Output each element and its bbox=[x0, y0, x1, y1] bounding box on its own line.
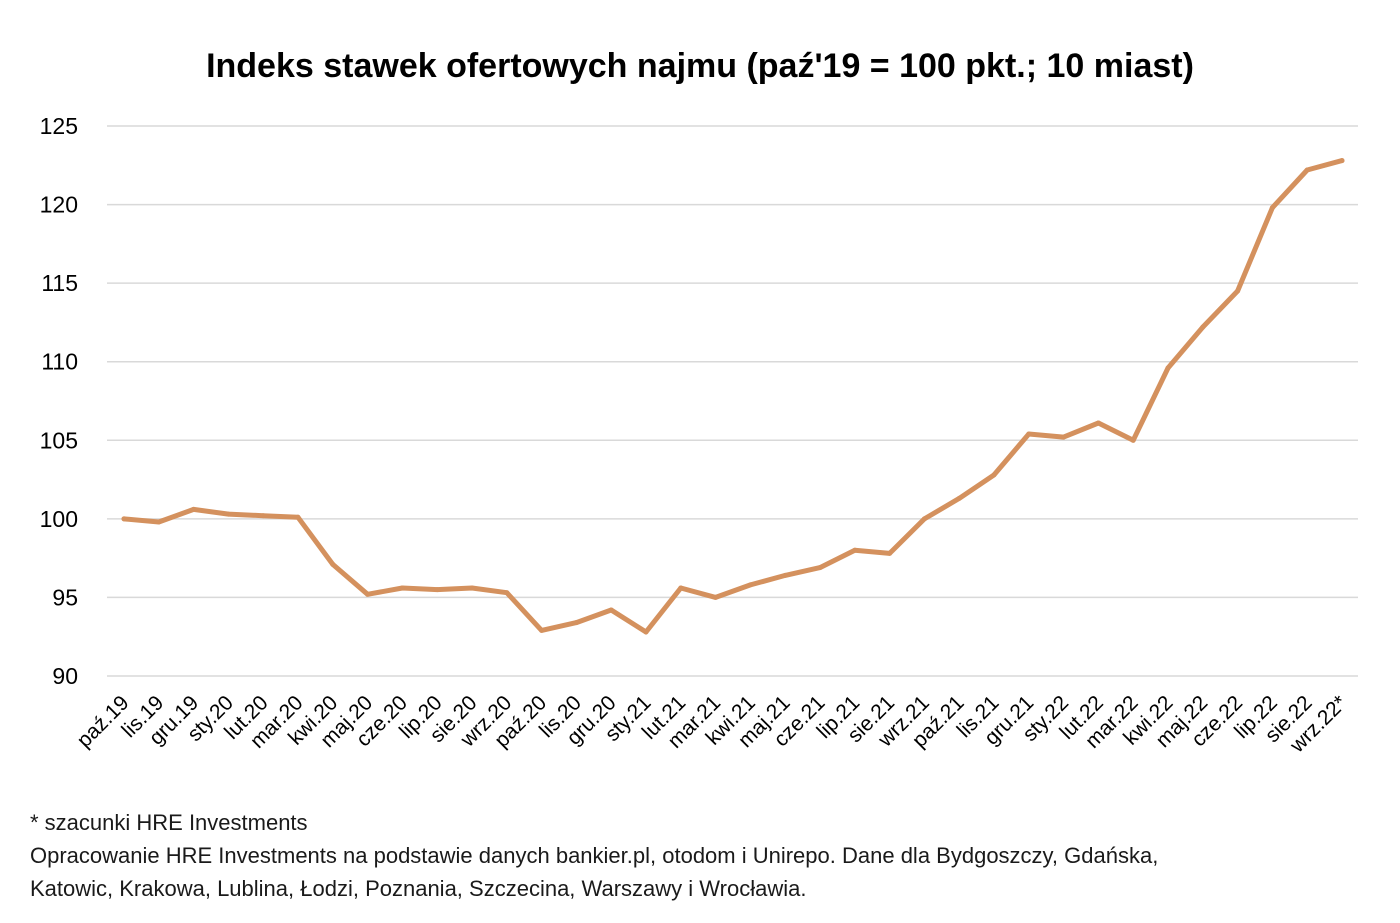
data-point bbox=[1095, 420, 1101, 426]
data-point bbox=[678, 585, 684, 591]
y-tick-label: 105 bbox=[40, 427, 78, 453]
x-axis-tick-labels: paź.19lis.19gru.19sty.20lut.20mar.20kwi.… bbox=[73, 691, 1352, 757]
y-tick-label: 115 bbox=[41, 270, 78, 296]
data-point bbox=[782, 572, 788, 578]
data-point bbox=[399, 585, 405, 591]
series-layer bbox=[121, 158, 1345, 635]
data-point bbox=[1304, 167, 1310, 173]
data-point bbox=[539, 627, 545, 633]
data-point bbox=[191, 506, 197, 512]
data-point bbox=[1339, 158, 1345, 164]
data-point bbox=[1235, 288, 1241, 294]
data-point bbox=[852, 547, 858, 553]
data-point bbox=[608, 607, 614, 613]
data-point bbox=[573, 620, 579, 626]
source-line-2: Katowic, Krakowa, Lublina, Łodzi, Poznan… bbox=[30, 876, 807, 901]
data-point bbox=[330, 561, 336, 567]
data-point bbox=[1200, 324, 1206, 330]
data-point bbox=[469, 585, 475, 591]
data-point bbox=[747, 582, 753, 588]
data-point bbox=[121, 516, 127, 522]
data-point bbox=[1061, 434, 1067, 440]
series-line-0 bbox=[121, 158, 1345, 635]
data-point bbox=[921, 516, 927, 522]
y-tick-label: 110 bbox=[41, 349, 78, 375]
y-tick-label: 100 bbox=[40, 506, 78, 532]
y-tick-label: 90 bbox=[52, 663, 78, 689]
chart-title: Indeks stawek ofertowych najmu (paź'19 =… bbox=[206, 47, 1194, 85]
data-point bbox=[260, 513, 266, 519]
y-tick-label: 95 bbox=[52, 584, 78, 610]
y-tick-label: 120 bbox=[40, 192, 78, 218]
data-point bbox=[713, 594, 719, 600]
line-chart: Indeks stawek ofertowych najmu (paź'19 =… bbox=[40, 47, 1358, 758]
chart-notes: * szacunki HRE Investments Opracowanie H… bbox=[30, 806, 1380, 905]
data-point bbox=[887, 550, 893, 556]
data-point bbox=[504, 590, 510, 596]
gridlines bbox=[107, 125, 1358, 677]
data-point bbox=[365, 591, 371, 597]
data-point bbox=[1026, 431, 1032, 437]
data-point bbox=[1165, 365, 1171, 371]
data-point bbox=[817, 565, 823, 571]
source-line-1: Opracowanie HRE Investments na podstawie… bbox=[30, 843, 1159, 868]
data-point bbox=[643, 629, 649, 635]
y-tick-label: 125 bbox=[40, 113, 78, 139]
data-point bbox=[225, 511, 231, 517]
data-point bbox=[991, 472, 997, 478]
data-point bbox=[956, 495, 962, 501]
data-point bbox=[156, 519, 162, 525]
data-point bbox=[1269, 205, 1275, 211]
data-point bbox=[295, 514, 301, 520]
y-axis-tick-labels: 90 95 100 105 110 115 120 125 bbox=[40, 113, 78, 689]
data-point bbox=[434, 587, 440, 593]
data-point bbox=[1130, 437, 1136, 443]
footnote: * szacunki HRE Investments bbox=[30, 810, 308, 835]
